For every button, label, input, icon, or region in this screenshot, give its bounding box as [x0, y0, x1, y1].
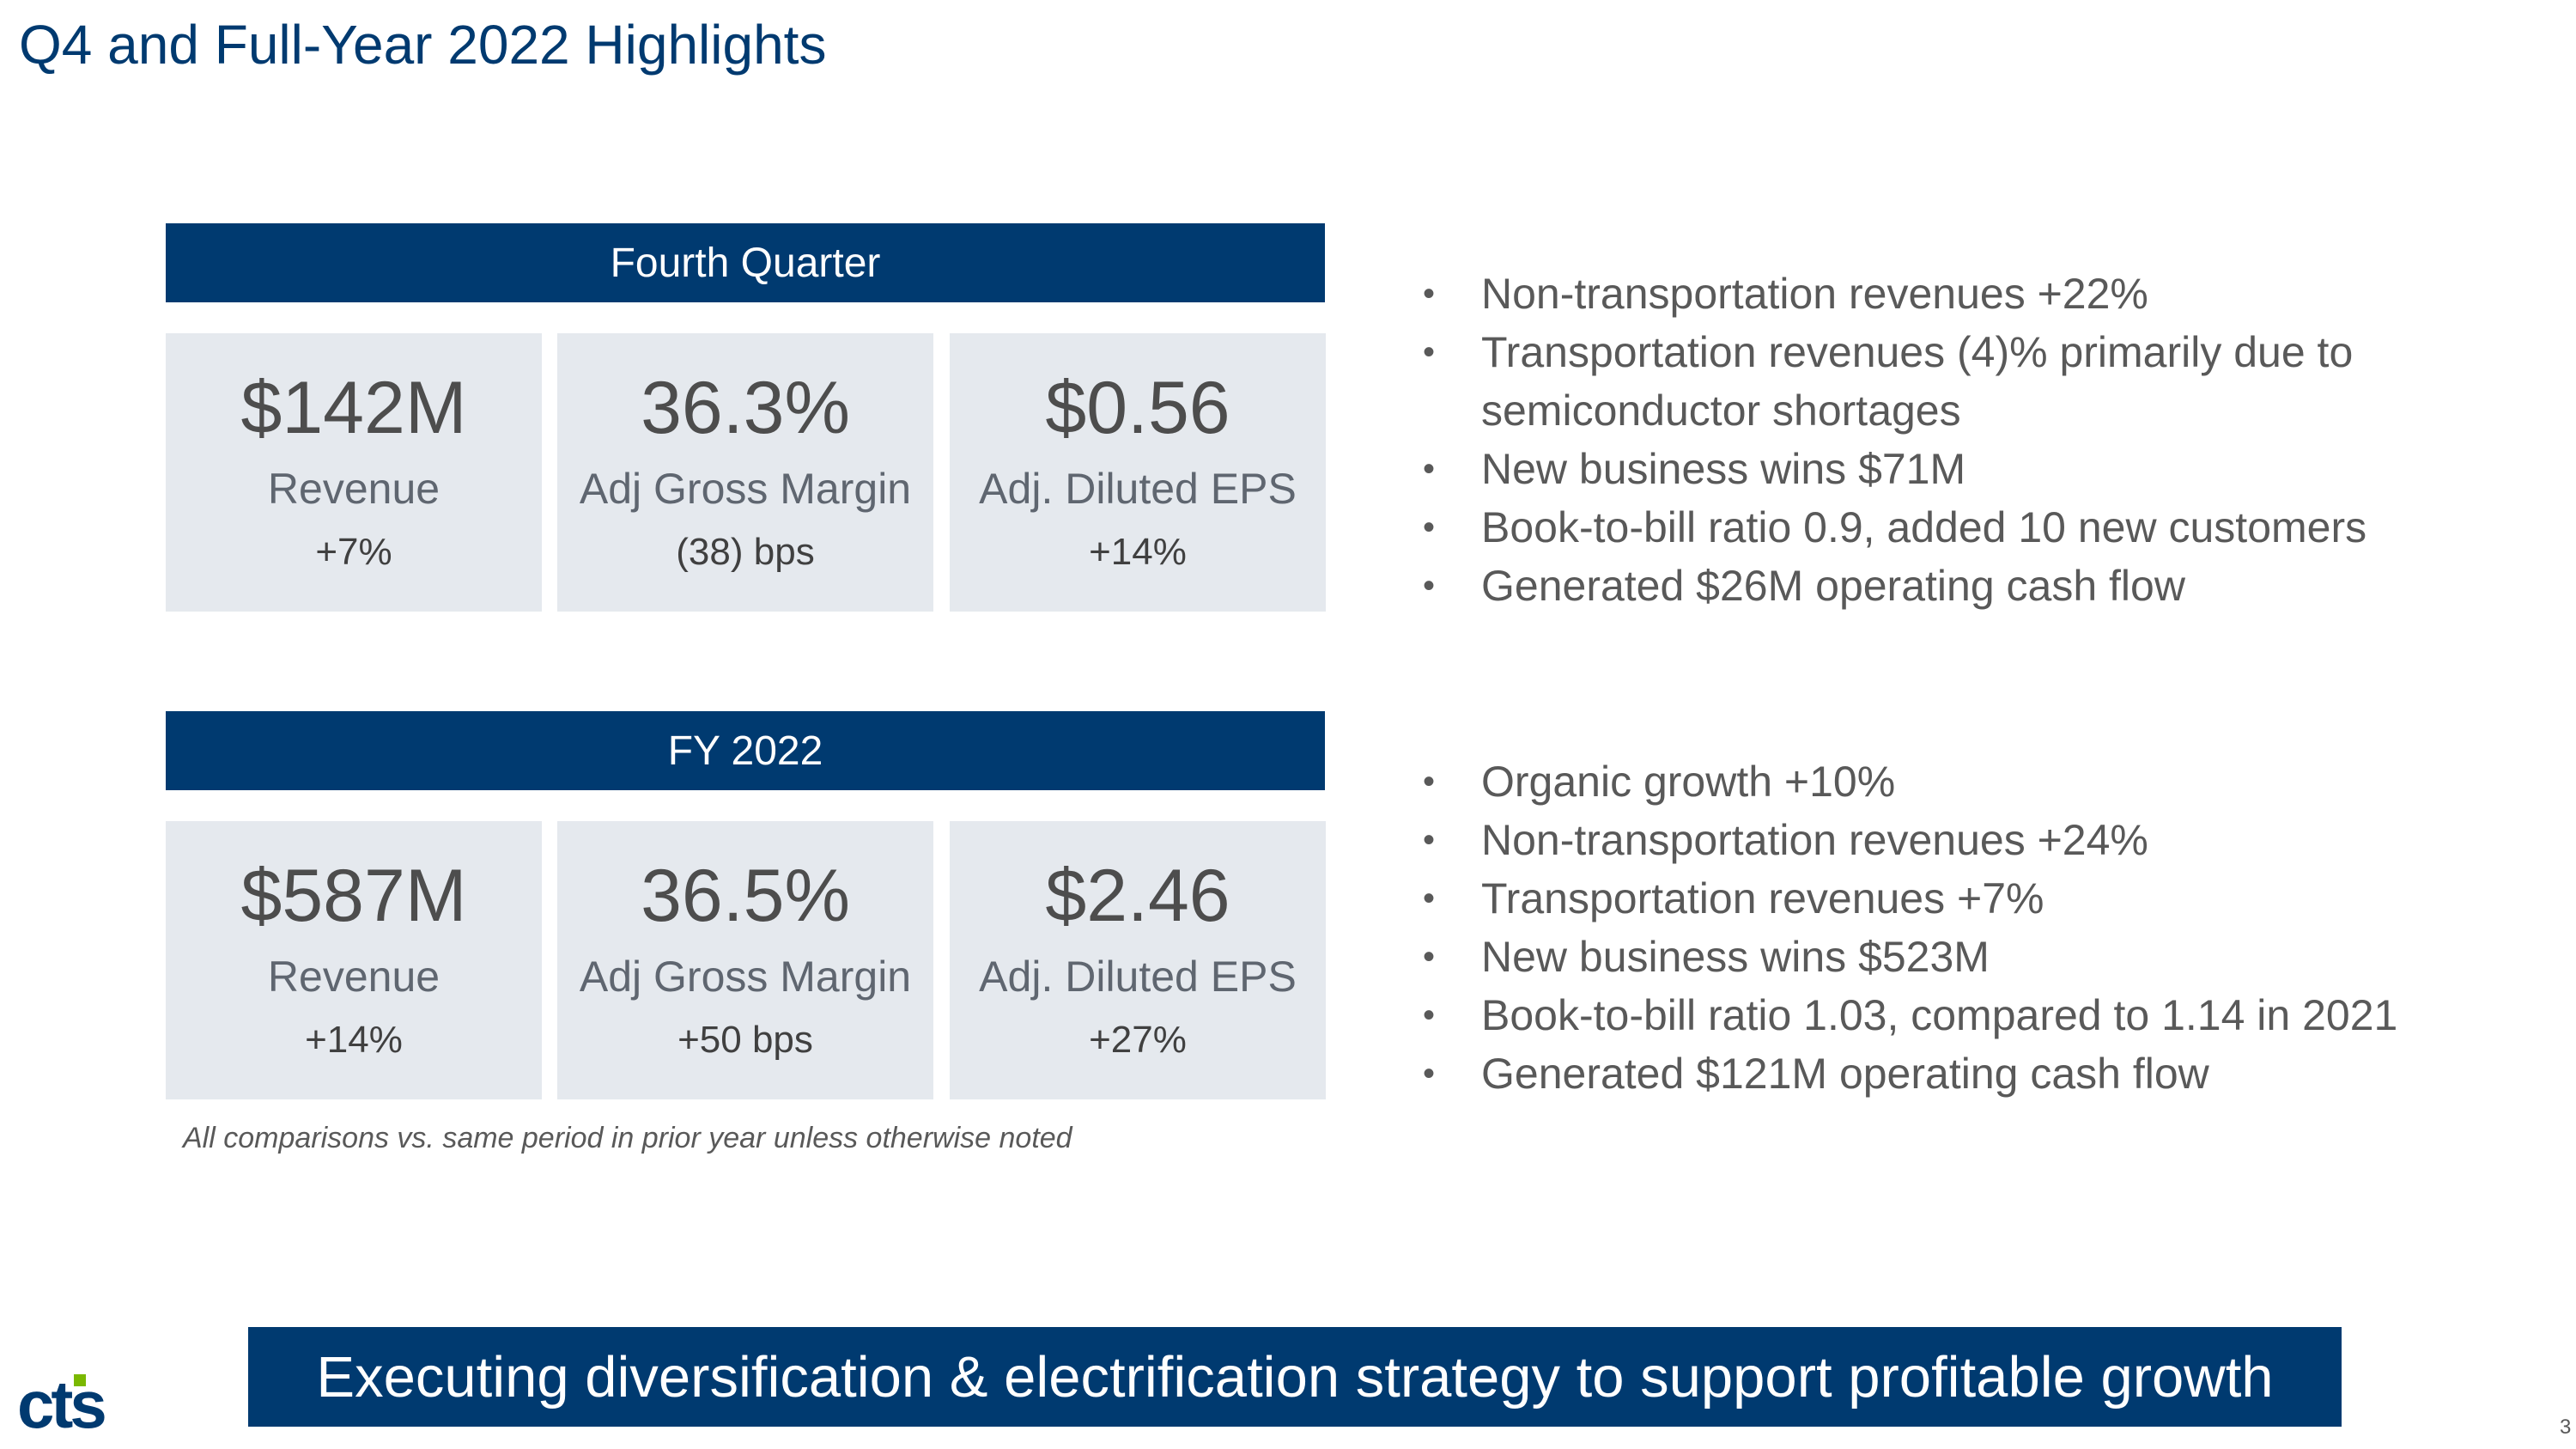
metric-value: $2.46	[1045, 855, 1230, 937]
metric-change: +50 bps	[677, 1019, 813, 1061]
q4-bullet-list: • Non-transportation revenues +22% • Trans…	[1413, 265, 2366, 615]
metric-change: +14%	[305, 1019, 403, 1061]
list-item: • Book-to-bill ratio 1.03, compared to 1.…	[1413, 986, 2397, 1044]
logo-accent-square	[74, 1374, 86, 1386]
bullet-icon: •	[1423, 763, 1436, 801]
list-item: • Non-transportation revenues +22%	[1413, 265, 2366, 323]
fy-revenue-card: $587M Revenue +14%	[166, 821, 542, 1099]
bullet-icon: •	[1423, 821, 1436, 859]
metric-value: 36.3%	[641, 367, 850, 449]
q4-eps-card: $0.56 Adj. Diluted EPS +14%	[950, 333, 1326, 612]
bullet-icon: •	[1423, 508, 1436, 546]
page-title: Q4 and Full-Year 2022 Highlights	[19, 14, 827, 76]
list-item-continuation: semiconductor shortages	[1481, 387, 1961, 435]
list-item: • New business wins $523M	[1413, 928, 2397, 986]
metric-value: $0.56	[1045, 367, 1230, 449]
logo-wordmark: cts	[17, 1367, 105, 1436]
bullet-icon: •	[1423, 275, 1436, 313]
q4-section-header: Fourth Quarter	[166, 223, 1325, 302]
list-item: • Transportation revenues (4)% primarily …	[1413, 323, 2366, 381]
footnote: All comparisons vs. same period in prior…	[183, 1122, 1072, 1154]
bullet-icon: •	[1423, 1055, 1436, 1093]
bullet-icon: •	[1423, 567, 1436, 605]
metric-label: Adj Gross Margin	[579, 953, 912, 1001]
fy-bullet-list: • Organic growth +10% • Non-transportation…	[1413, 752, 2397, 1103]
metric-value: $142M	[240, 367, 467, 449]
metric-change: +7%	[315, 531, 392, 573]
metric-change: +27%	[1089, 1019, 1187, 1061]
metric-change: +14%	[1089, 531, 1187, 573]
list-item: • Transportation revenues +7%	[1413, 869, 2397, 928]
list-item: • New business wins $71M	[1413, 440, 2366, 498]
strategy-banner: Executing diversification & electrificat…	[248, 1327, 2342, 1427]
q4-gross-margin-card: 36.3% Adj Gross Margin (38) bps	[557, 333, 933, 612]
bullet-icon: •	[1423, 333, 1436, 371]
list-item: • Non-transportation revenues +24%	[1413, 811, 2397, 869]
page-number: 3	[2560, 1416, 2572, 1439]
metric-label: Adj. Diluted EPS	[979, 465, 1297, 513]
list-item: • Generated $121M operating cash flow	[1413, 1044, 2397, 1103]
bullet-icon: •	[1423, 450, 1436, 488]
metric-value: $587M	[240, 855, 467, 937]
list-item: • Book-to-bill ratio 0.9, added 10 new cu…	[1413, 498, 2366, 557]
list-item: • Organic growth +10%	[1413, 752, 2397, 811]
fy-eps-card: $2.46 Adj. Diluted EPS +27%	[950, 821, 1326, 1099]
cts-logo-icon: cts	[17, 1367, 108, 1436]
metric-label: Revenue	[267, 465, 440, 513]
q4-revenue-card: $142M Revenue +7%	[166, 333, 542, 612]
bullet-icon: •	[1423, 996, 1436, 1034]
metric-change: (38) bps	[676, 531, 815, 573]
fy-section-header: FY 2022	[166, 711, 1325, 790]
list-item: • Generated $26M operating cash flow	[1413, 557, 2366, 615]
metric-label: Adj. Diluted EPS	[979, 953, 1297, 1001]
bullet-icon: •	[1423, 938, 1436, 976]
metric-label: Adj Gross Margin	[579, 465, 912, 513]
bullet-icon: •	[1423, 880, 1436, 917]
fy-gross-margin-card: 36.5% Adj Gross Margin +50 bps	[557, 821, 933, 1099]
metric-label: Revenue	[267, 953, 440, 1001]
metric-value: 36.5%	[641, 855, 850, 937]
